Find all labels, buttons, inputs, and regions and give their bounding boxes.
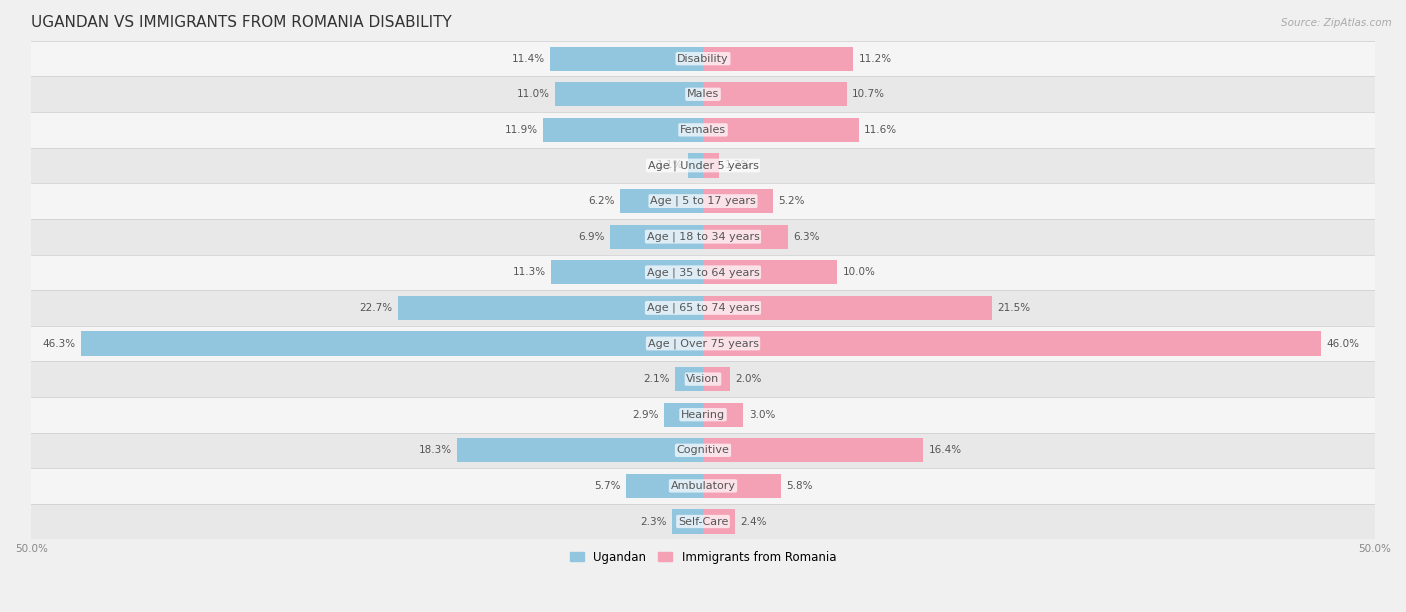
Bar: [31, 219, 1375, 255]
Text: 10.0%: 10.0%: [842, 267, 876, 277]
Text: 10.7%: 10.7%: [852, 89, 886, 99]
Bar: [703, 47, 853, 71]
Text: UGANDAN VS IMMIGRANTS FROM ROMANIA DISABILITY: UGANDAN VS IMMIGRANTS FROM ROMANIA DISAB…: [31, 15, 453, 30]
Bar: [675, 367, 703, 391]
Bar: [703, 225, 787, 249]
Text: Males: Males: [688, 89, 718, 99]
Bar: [703, 509, 735, 534]
Bar: [31, 326, 1375, 361]
Text: 6.2%: 6.2%: [588, 196, 614, 206]
Text: 1.1%: 1.1%: [657, 160, 683, 171]
Text: Disability: Disability: [678, 54, 728, 64]
Bar: [703, 367, 730, 391]
Bar: [31, 41, 1375, 76]
Bar: [555, 82, 703, 106]
Bar: [703, 260, 838, 285]
Text: 6.9%: 6.9%: [578, 232, 605, 242]
Bar: [31, 147, 1375, 184]
Text: 2.0%: 2.0%: [735, 374, 762, 384]
Bar: [703, 438, 924, 463]
Text: Cognitive: Cognitive: [676, 446, 730, 455]
Text: 3.0%: 3.0%: [748, 409, 775, 420]
Text: 46.0%: 46.0%: [1326, 338, 1360, 348]
Legend: Ugandan, Immigrants from Romania: Ugandan, Immigrants from Romania: [565, 546, 841, 569]
Bar: [31, 184, 1375, 219]
Text: 16.4%: 16.4%: [928, 446, 962, 455]
Text: Females: Females: [681, 125, 725, 135]
Bar: [31, 112, 1375, 147]
Bar: [610, 225, 703, 249]
Bar: [703, 118, 859, 142]
Text: Self-Care: Self-Care: [678, 517, 728, 526]
Bar: [703, 403, 744, 427]
Bar: [627, 474, 703, 498]
Text: 18.3%: 18.3%: [419, 446, 451, 455]
Bar: [31, 361, 1375, 397]
Bar: [82, 332, 703, 356]
Bar: [703, 332, 1320, 356]
Bar: [703, 189, 773, 213]
Bar: [31, 433, 1375, 468]
Bar: [543, 118, 703, 142]
Text: Age | 18 to 34 years: Age | 18 to 34 years: [647, 231, 759, 242]
Bar: [551, 260, 703, 285]
Text: 1.2%: 1.2%: [724, 160, 751, 171]
Text: 11.9%: 11.9%: [505, 125, 538, 135]
Text: 6.3%: 6.3%: [793, 232, 820, 242]
Bar: [31, 504, 1375, 539]
Bar: [550, 47, 703, 71]
Bar: [398, 296, 703, 320]
Text: Age | 35 to 64 years: Age | 35 to 64 years: [647, 267, 759, 278]
Text: 2.9%: 2.9%: [633, 409, 658, 420]
Text: 46.3%: 46.3%: [42, 338, 76, 348]
Bar: [31, 468, 1375, 504]
Text: 11.2%: 11.2%: [859, 54, 891, 64]
Text: 11.6%: 11.6%: [865, 125, 897, 135]
Text: Age | 5 to 17 years: Age | 5 to 17 years: [650, 196, 756, 206]
Text: 5.2%: 5.2%: [778, 196, 804, 206]
Text: 5.8%: 5.8%: [786, 481, 813, 491]
Bar: [703, 154, 718, 177]
Text: Age | Under 5 years: Age | Under 5 years: [648, 160, 758, 171]
Text: 11.3%: 11.3%: [513, 267, 546, 277]
Bar: [703, 82, 846, 106]
Text: 5.7%: 5.7%: [595, 481, 621, 491]
Bar: [31, 397, 1375, 433]
Bar: [703, 296, 991, 320]
Bar: [457, 438, 703, 463]
Text: 2.1%: 2.1%: [643, 374, 669, 384]
Bar: [31, 76, 1375, 112]
Text: Age | Over 75 years: Age | Over 75 years: [648, 338, 758, 349]
Bar: [664, 403, 703, 427]
Text: 11.4%: 11.4%: [512, 54, 544, 64]
Text: Ambulatory: Ambulatory: [671, 481, 735, 491]
Bar: [703, 474, 780, 498]
Text: Hearing: Hearing: [681, 409, 725, 420]
Text: 21.5%: 21.5%: [997, 303, 1031, 313]
Text: Source: ZipAtlas.com: Source: ZipAtlas.com: [1281, 18, 1392, 28]
Text: Age | 65 to 74 years: Age | 65 to 74 years: [647, 303, 759, 313]
Text: 22.7%: 22.7%: [360, 303, 392, 313]
Bar: [672, 509, 703, 534]
Text: 2.4%: 2.4%: [741, 517, 768, 526]
Bar: [688, 154, 703, 177]
Bar: [31, 290, 1375, 326]
Text: 11.0%: 11.0%: [517, 89, 550, 99]
Text: Vision: Vision: [686, 374, 720, 384]
Bar: [620, 189, 703, 213]
Text: 2.3%: 2.3%: [640, 517, 666, 526]
Bar: [31, 255, 1375, 290]
